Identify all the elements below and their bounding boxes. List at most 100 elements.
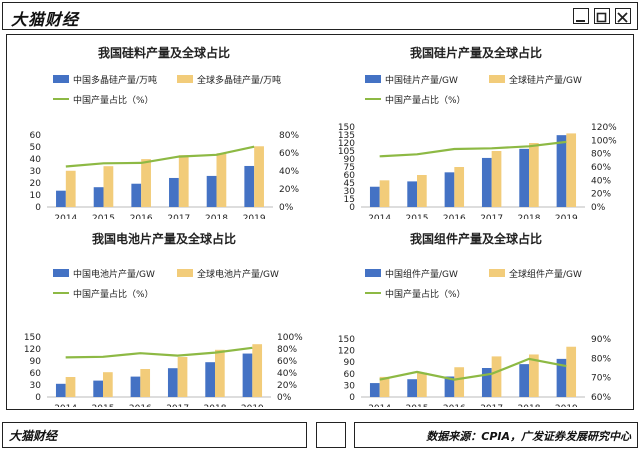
legend-label-global: 全球电池片产量/GW	[197, 268, 279, 280]
title-bar: 大猫财经	[2, 2, 638, 30]
left-axis-tick-label: 0	[349, 393, 355, 403]
right-axis-tick-label: 80%	[277, 345, 297, 355]
left-axis-tick-label: 60	[30, 369, 42, 379]
footer-brand-box: 大猫财经	[2, 422, 307, 448]
left-axis-tick-label: 30	[344, 381, 356, 391]
bar-global	[417, 175, 427, 207]
bar-global	[417, 372, 427, 397]
bar-global	[65, 170, 76, 207]
maximize-icon	[596, 12, 607, 23]
close-icon	[617, 12, 628, 23]
right-axis-tick-label: 80%	[591, 150, 611, 160]
legend-swatch-china	[53, 269, 69, 277]
maximize-button[interactable]	[594, 8, 610, 24]
left-axis-tick-label: 150	[338, 123, 355, 133]
left-axis-tick-label: 150	[338, 335, 355, 345]
bar-china	[369, 383, 380, 397]
left-axis-tick-label: 105	[338, 147, 355, 157]
left-axis-tick-label: 0	[349, 203, 355, 213]
bar-china	[519, 364, 529, 397]
x-axis-tick-label: 2016	[130, 214, 153, 219]
bar-global	[177, 357, 188, 397]
bar-global	[254, 146, 264, 207]
minimize-icon	[576, 20, 585, 22]
bar-china	[407, 379, 417, 397]
x-axis-tick-label: 2019	[243, 214, 266, 219]
x-axis-tick-label: 2019	[241, 404, 264, 407]
footer-source-box: 数据来源：CPIA，广发证券发展研究中心	[354, 422, 638, 448]
x-axis-tick-label: 2015	[406, 214, 429, 219]
x-axis-tick-label: 2019	[555, 214, 578, 219]
bar-china	[369, 186, 380, 207]
right-axis-tick-label: 80%	[591, 354, 611, 364]
legend-label-share: 中国产量占比（%）	[385, 288, 466, 300]
bar-global	[566, 133, 577, 207]
bar-china	[169, 177, 179, 207]
bar-china	[206, 175, 217, 207]
legend-label-share: 中国产量占比（%）	[385, 94, 466, 106]
x-axis-tick-label: 2016	[129, 404, 152, 407]
x-axis-tick-label: 2017	[480, 404, 503, 407]
bar-china	[205, 362, 215, 397]
legend-label-china: 中国组件产量/GW	[385, 268, 458, 280]
right-axis-tick-label: 80%	[279, 131, 299, 141]
x-axis-tick-label: 2014	[54, 214, 77, 219]
minimize-button[interactable]	[573, 8, 589, 24]
bar-global	[529, 143, 539, 207]
line-share	[65, 145, 255, 168]
left-axis-tick-label: 10	[30, 191, 42, 201]
x-axis-tick-label: 2017	[480, 214, 503, 219]
bar-global	[65, 377, 76, 397]
right-axis-tick-label: 40%	[591, 176, 611, 186]
bar-china	[55, 383, 66, 397]
close-button[interactable]	[615, 8, 631, 24]
left-axis-tick-label: 120	[24, 345, 41, 355]
charts-panel: 我国硅料产量及全球占比 中国多晶硅产量/万吨 全球多晶硅产量/万吨 中国产量占比（%）…	[6, 34, 634, 410]
bar-global	[379, 376, 390, 397]
right-axis-tick-label: 60%	[591, 393, 611, 403]
left-axis-tick-label: 120	[338, 347, 355, 357]
left-axis-tick-label: 60	[344, 171, 356, 181]
legend-label-china: 中国硅片产量/GW	[385, 74, 458, 86]
bar-global	[103, 372, 113, 397]
left-axis-tick-label: 30	[30, 167, 42, 177]
left-axis-tick-label: 75	[344, 163, 355, 173]
bar-global	[529, 354, 539, 397]
bar-global	[491, 356, 502, 397]
bar-global	[454, 367, 465, 397]
data-source: 数据来源：CPIA，广发证券发展研究中心	[426, 430, 631, 443]
x-axis-tick-label: 2017	[167, 214, 190, 219]
bar-china	[556, 135, 567, 207]
right-axis-tick-label: 40%	[277, 369, 297, 379]
x-axis-tick-label: 2018	[204, 404, 227, 407]
bar-global	[566, 346, 577, 397]
left-axis-tick-label: 60	[30, 131, 42, 141]
bar-china	[244, 165, 255, 207]
left-axis-tick-label: 0	[35, 203, 41, 213]
left-axis-tick-label: 0	[35, 393, 41, 403]
bar-global	[140, 369, 151, 397]
x-axis-tick-label: 2016	[443, 404, 466, 407]
chart-title: 我国电池片产量及全球占比	[92, 231, 236, 246]
left-axis-tick-label: 90	[30, 357, 42, 367]
left-axis-tick-label: 45	[344, 179, 355, 189]
legend-swatch-china	[53, 75, 69, 83]
right-axis-tick-label: 100%	[591, 136, 617, 146]
x-axis-tick-label: 2017	[166, 404, 189, 407]
x-axis-tick-label: 2016	[443, 214, 466, 219]
bar-china	[444, 376, 455, 397]
bar-global	[141, 159, 151, 207]
left-axis-tick-label: 40	[30, 155, 42, 165]
bar-china	[130, 376, 141, 397]
x-axis-tick-label: 2015	[92, 214, 115, 219]
bar-china	[56, 190, 66, 207]
legend-swatch-global	[489, 269, 505, 277]
bar-global	[252, 344, 263, 397]
chart-title: 我国硅料产量及全球占比	[98, 45, 230, 60]
footer-brand: 大猫财经	[9, 429, 58, 443]
chart-title: 我国硅片产量及全球占比	[410, 45, 542, 60]
